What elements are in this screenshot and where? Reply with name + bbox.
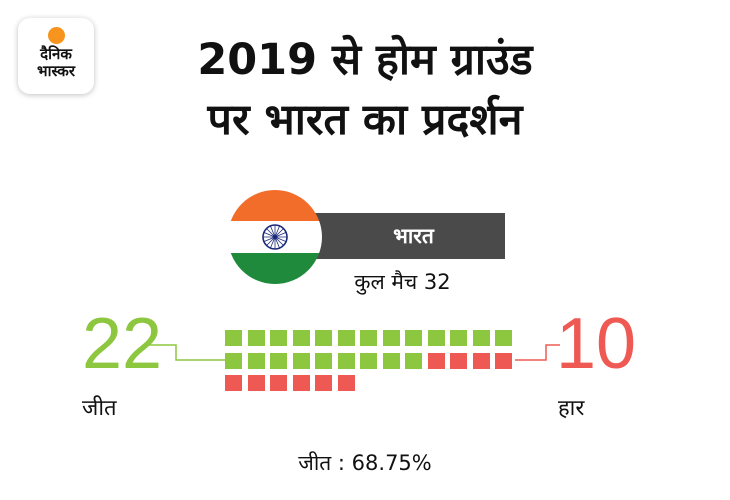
loss-square <box>450 352 467 369</box>
win-square <box>225 352 242 369</box>
title-line-2: पर भारत का प्रदर्शन <box>207 95 523 145</box>
loss-square <box>337 375 355 391</box>
win-square <box>270 330 287 346</box>
win-square <box>337 352 355 369</box>
loss-square <box>472 352 490 369</box>
losses-count: 10 <box>556 304 637 384</box>
win-square <box>337 330 355 346</box>
loss-square <box>427 352 445 369</box>
loss-connector-line <box>515 344 560 361</box>
win-square <box>292 330 310 346</box>
win-square <box>292 352 310 369</box>
loss-square <box>495 352 512 369</box>
loss-square <box>270 375 287 391</box>
loss-square <box>315 375 332 391</box>
match-result-grid <box>225 330 525 400</box>
win-square <box>382 352 400 369</box>
win-square <box>225 330 242 346</box>
win-square <box>450 330 467 346</box>
brand-name-line1: दैनिक <box>40 45 72 63</box>
win-square <box>270 352 287 369</box>
ashoka-chakra-icon <box>262 224 288 250</box>
loss-square <box>247 375 265 391</box>
losses-label: हार <box>558 396 585 421</box>
win-square <box>315 330 332 346</box>
win-connector-line <box>148 344 225 361</box>
win-square <box>360 330 377 346</box>
win-square <box>427 330 445 346</box>
win-square <box>315 352 332 369</box>
brand-name-line2: भास्कर <box>37 62 75 80</box>
win-square <box>382 330 400 346</box>
brand-logo: दैनिक भास्कर <box>18 18 94 94</box>
wins-count: 22 <box>82 304 163 384</box>
india-flag-icon <box>228 190 322 284</box>
win-square <box>247 352 265 369</box>
loss-square <box>225 375 242 391</box>
win-square <box>405 330 422 346</box>
win-square <box>495 330 512 346</box>
page-title: 2019 से होम ग्राउंड पर भारत का प्रदर्शन <box>110 30 620 150</box>
loss-square <box>292 375 310 391</box>
wins-label: जीत <box>82 396 117 421</box>
title-line-1: 2019 से होम ग्राउंड <box>197 35 533 85</box>
win-square <box>472 330 490 346</box>
total-matches: कुल मैच 32 <box>354 270 451 294</box>
win-square <box>360 352 377 369</box>
team-name-bar: भारत <box>300 213 505 259</box>
win-percentage: जीत : 68.75% <box>298 451 432 475</box>
win-square <box>405 352 422 369</box>
sun-icon <box>48 27 65 44</box>
win-square <box>247 330 265 346</box>
